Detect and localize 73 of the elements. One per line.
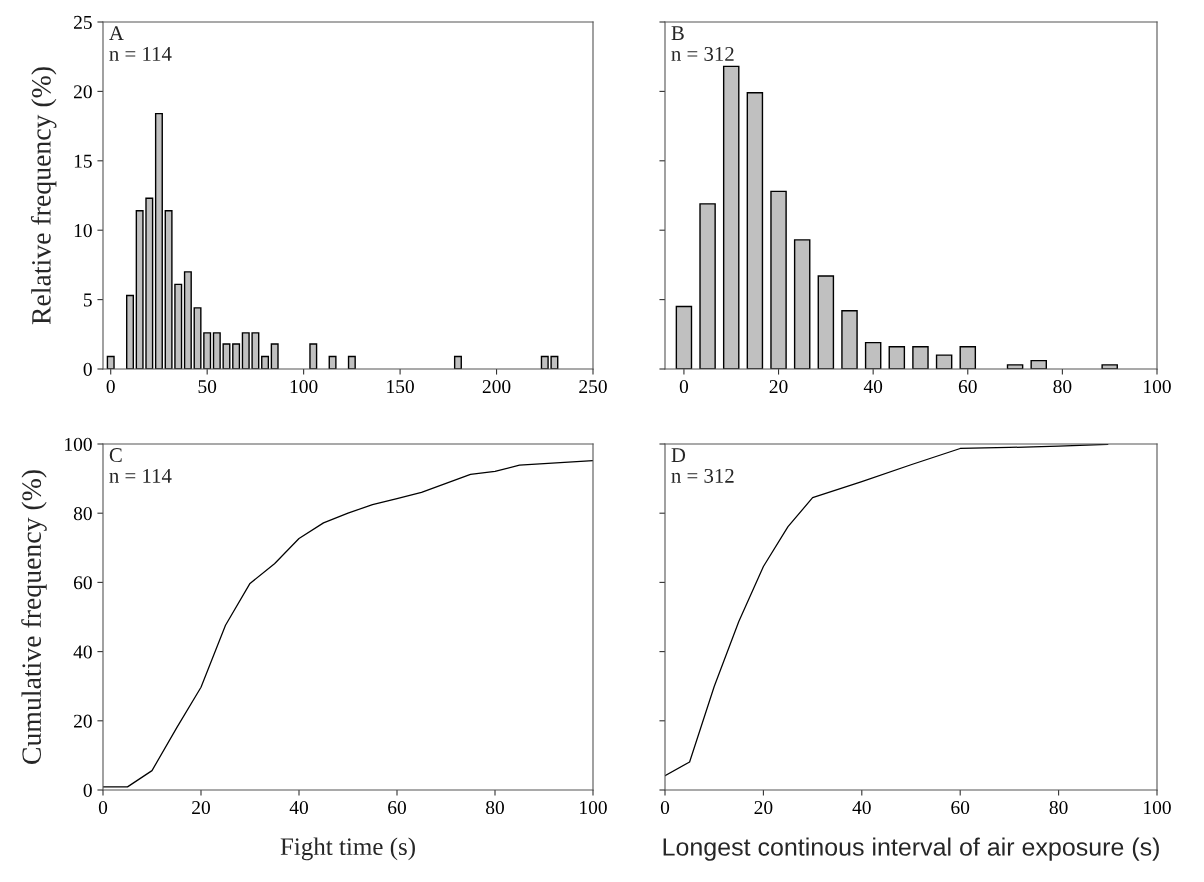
y-tick-label: 0: [83, 783, 92, 797]
x-tick-label: 40: [852, 800, 871, 815]
bar: [746, 92, 764, 369]
bar: [864, 341, 882, 369]
bar: [888, 346, 906, 369]
annotation: B: [671, 26, 684, 40]
bar: [817, 275, 835, 369]
x-tick-label: 60: [958, 379, 977, 394]
bar: [309, 343, 318, 369]
y-axis-title: Relative frequency (%): [30, 67, 57, 325]
bar: [347, 355, 356, 369]
y-tick-label: 5: [83, 293, 92, 307]
y-tick-label: 20: [73, 85, 92, 99]
bar: [106, 355, 115, 369]
x-axis-title: Longest continous interval of air exposure (s): [663, 837, 1159, 861]
x-tick-label: 80: [1053, 379, 1072, 394]
y-tick-label: 80: [73, 507, 92, 521]
bar: [675, 305, 693, 369]
bar: [453, 355, 462, 369]
annotation: n = 312: [671, 468, 734, 483]
x-tick-label: 20: [754, 800, 773, 815]
x-tick-label: 20: [769, 379, 788, 394]
x-tick-label: 100: [1144, 800, 1171, 815]
bar: [959, 346, 977, 369]
bar: [126, 294, 135, 369]
x-tick-label: 40: [289, 800, 308, 815]
x-tick-label: 100: [1144, 379, 1171, 394]
bar: [935, 354, 953, 369]
y-tick-label: 0: [83, 362, 92, 376]
x-tick-label: 100: [290, 379, 318, 394]
bar: [841, 310, 858, 369]
y-tick-label: 15: [74, 154, 92, 168]
x-tick-label: 20: [192, 800, 210, 815]
x-tick-label: 0: [98, 800, 108, 815]
y-tick-label: 60: [73, 576, 92, 590]
x-tick-label: 60: [951, 800, 970, 815]
x-tick-label: 0: [679, 379, 689, 394]
bar: [270, 343, 279, 369]
bar: [328, 355, 337, 369]
bar: [699, 203, 716, 369]
annotation: n = 312: [671, 46, 734, 61]
bar: [154, 112, 163, 369]
annotation: n = 114: [109, 46, 172, 61]
bar: [770, 190, 787, 369]
annotation: n = 114: [109, 468, 172, 483]
bar: [793, 239, 811, 369]
x-tick-label: 50: [198, 379, 217, 394]
annotation: C: [109, 448, 122, 463]
y-tick-label: 10: [74, 224, 92, 238]
x-tick-label: 0: [660, 800, 670, 815]
x-tick-label: 200: [482, 379, 511, 394]
y-axis-title: Cumulative frequency (%): [21, 470, 47, 764]
x-tick-label: 80: [1049, 800, 1068, 815]
x-tick-label: 60: [388, 800, 406, 815]
x-tick-label: 80: [486, 800, 504, 815]
x-tick-label: 0: [106, 379, 115, 394]
bar: [722, 65, 740, 369]
x-axis-title: Fight time (s): [280, 837, 415, 861]
bar: [261, 355, 270, 369]
x-tick-label: 250: [579, 379, 607, 394]
annotation: D: [671, 448, 686, 462]
bar: [183, 271, 192, 369]
y-tick-label: 40: [73, 645, 92, 659]
x-tick-label: 40: [863, 379, 883, 394]
y-tick-label: 20: [73, 714, 92, 728]
annotation: A: [109, 26, 124, 40]
y-tick-label: 25: [73, 15, 92, 29]
bar: [232, 343, 241, 369]
bar: [912, 346, 929, 369]
x-tick-label: 100: [580, 800, 607, 815]
y-tick-label: 100: [65, 437, 92, 451]
x-tick-label: 150: [387, 379, 414, 394]
bar: [1030, 359, 1047, 369]
